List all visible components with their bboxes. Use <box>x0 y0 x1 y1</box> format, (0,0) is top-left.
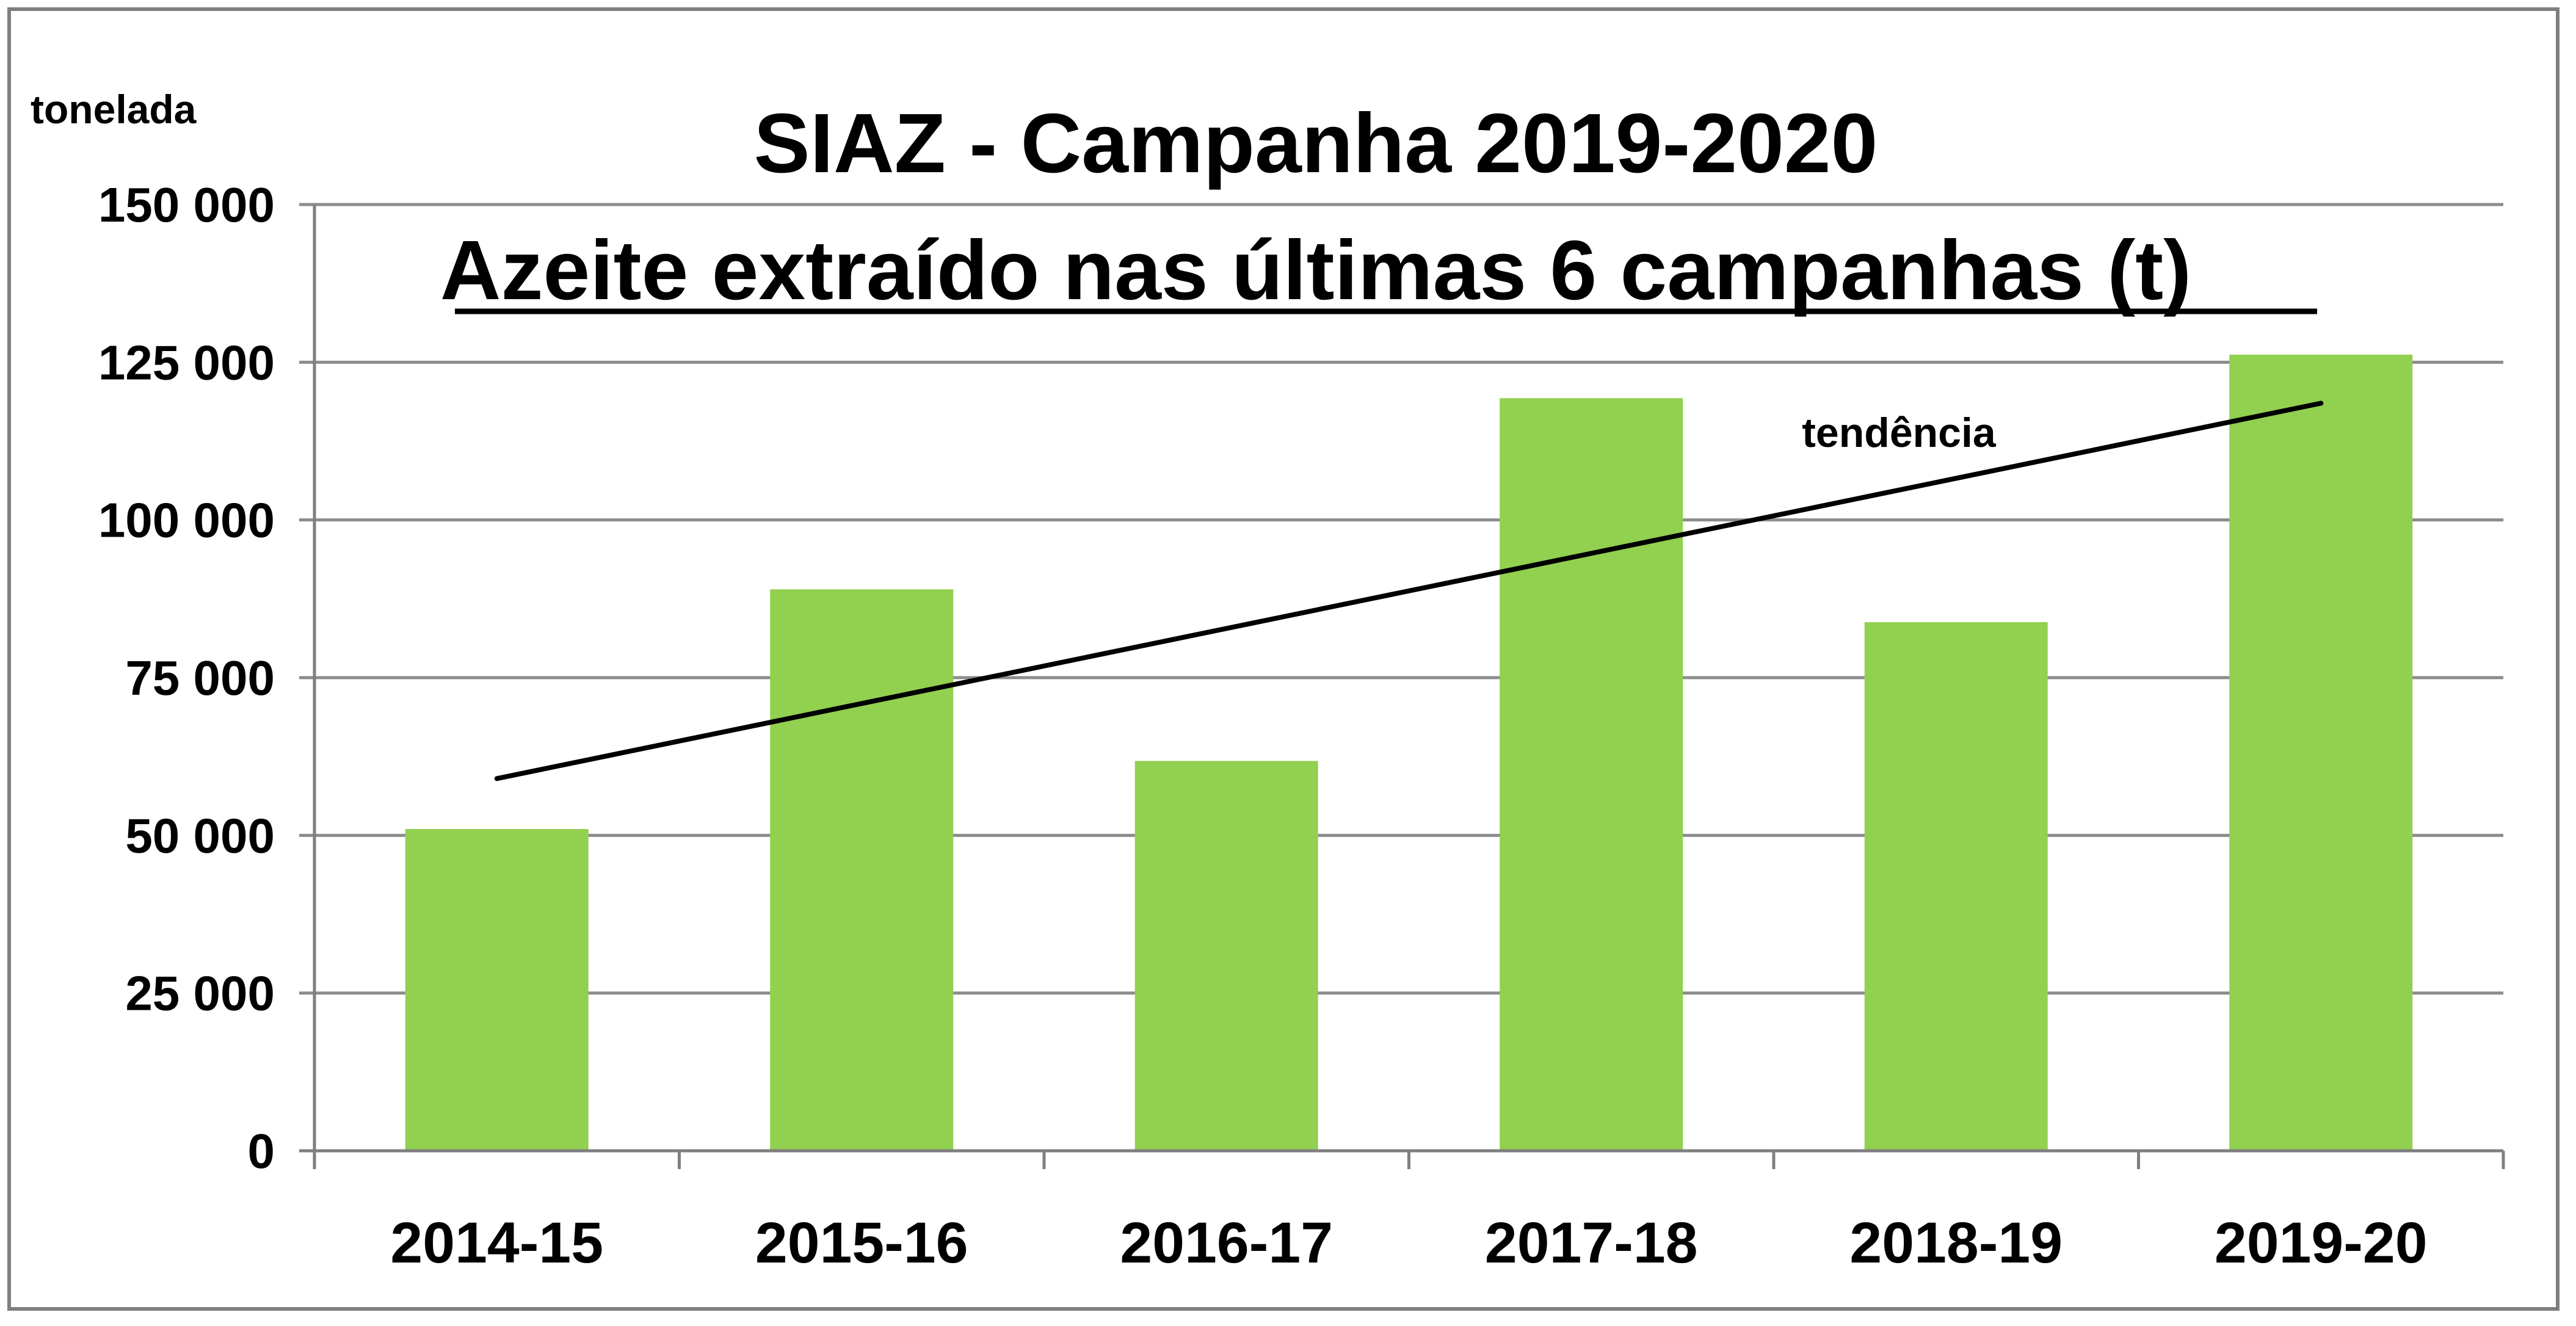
bar-2017-18 <box>1500 398 1683 1151</box>
x-tick-label: 2018-19 <box>1849 1211 2063 1275</box>
y-tick-label: 100 000 <box>98 493 275 548</box>
gridlines <box>299 203 2503 995</box>
x-tick-label: 2016-17 <box>1120 1211 1333 1275</box>
y-axis-unit-label: tonelada <box>31 87 197 132</box>
y-tick-label: 125 000 <box>98 335 275 389</box>
axes <box>299 205 2505 1169</box>
x-tick-label: 2014-15 <box>390 1211 603 1275</box>
bar-2014-15 <box>405 829 589 1151</box>
x-tick-label: 2019-20 <box>2215 1211 2428 1275</box>
bar-2015-16 <box>770 589 954 1151</box>
y-tick-labels: 0 25 000 50 000 75 000 100 000 125 000 150 000 <box>98 178 275 1178</box>
x-tick-labels: 2014-15 2015-16 2016-17 2017-18 2018-19 2019-… <box>390 1211 2427 1275</box>
bar-2018-19 <box>1864 622 2048 1151</box>
y-tick-label: 0 <box>248 1124 275 1178</box>
bar-2016-17 <box>1134 761 1318 1151</box>
y-tick-label: 50 000 <box>125 808 275 863</box>
x-tick-label: 2015-16 <box>755 1211 968 1275</box>
bars <box>405 354 2413 1151</box>
y-tick-label: 25 000 <box>125 966 275 1021</box>
bar-2019-20 <box>2229 354 2413 1151</box>
y-tick-label: 150 000 <box>98 178 275 232</box>
trend-label: tendência <box>1802 410 1997 456</box>
chart-subtitle: Azeite extraído nas últimas 6 campanhas … <box>440 223 2191 317</box>
x-tick-label: 2017-18 <box>1485 1211 1698 1275</box>
trend-line <box>494 400 2324 781</box>
chart-title: SIAZ - Campanha 2019-2020 <box>754 96 1878 190</box>
y-tick-label: 75 000 <box>125 651 275 705</box>
